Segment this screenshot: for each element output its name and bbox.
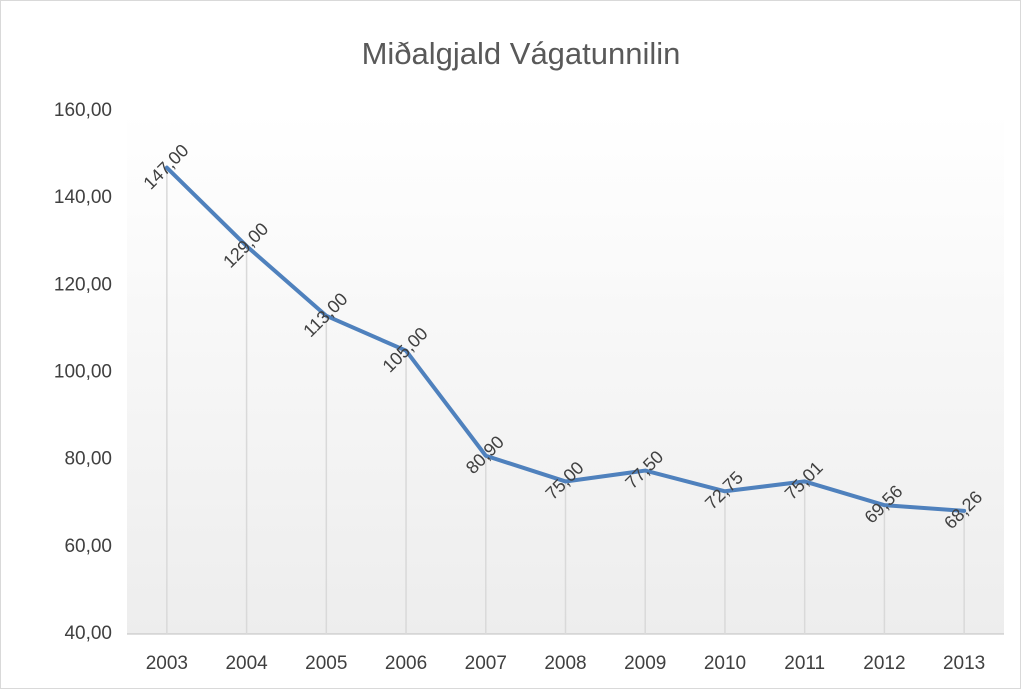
y-tick-label: 100,00 [54,362,112,383]
y-tick-label: 40,00 [64,623,112,644]
x-tick-label: 2004 [225,653,268,674]
y-tick-label: 140,00 [54,187,112,208]
y-tick-label: 80,00 [64,449,112,470]
x-tick-label: 2007 [465,653,507,674]
x-tick-label: 2010 [704,653,746,674]
data-line [164,165,967,513]
y-tick-label: 120,00 [54,274,112,295]
chart-title: Miðalgjald Vágatunnilin [362,36,681,71]
x-tick-label: 2013 [943,653,985,674]
x-tick-label: 2005 [305,653,347,674]
y-tick-label: 60,00 [64,536,112,557]
x-tick-label: 2009 [624,653,666,674]
x-tick-label: 2012 [863,653,905,674]
x-tick-label: 2003 [146,653,188,674]
x-tick-label: 2011 [784,653,825,674]
x-tick-label: 2006 [385,653,427,674]
x-tick-label: 2008 [544,653,586,674]
y-tick-label: 160,00 [54,100,112,121]
